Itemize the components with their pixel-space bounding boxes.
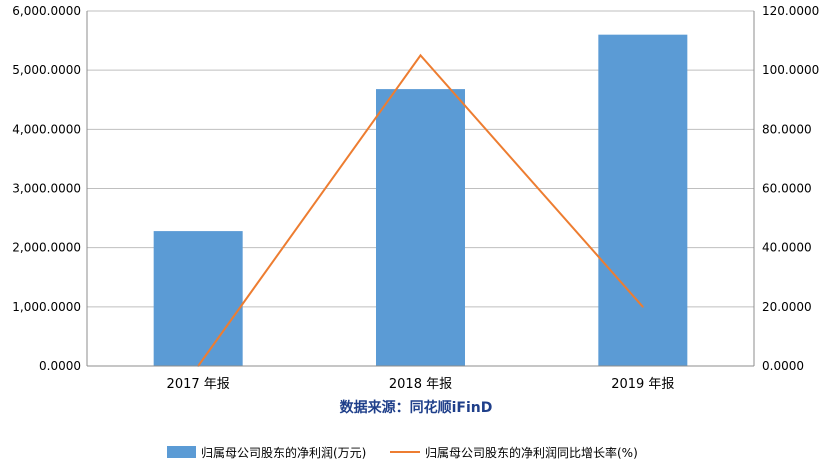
source-note: 数据来源：同花顺iFinD — [340, 399, 493, 416]
legend-line-label: 归属母公司股东的净利润同比增长率(%) — [425, 445, 638, 460]
right-tick-label: 0.0000 — [762, 359, 804, 373]
category-label: 2019 年报 — [611, 377, 674, 392]
bar — [598, 34, 688, 367]
line-point — [642, 306, 644, 308]
right-tick-label: 60.0000 — [762, 182, 812, 196]
left-tick-label: 2,000.0000 — [12, 241, 81, 255]
line-point — [419, 54, 422, 57]
bar — [153, 231, 243, 366]
left-axis-ticks: 0.0000 1,000.0000 2,000.0000 3,000.0000 4,00… — [12, 4, 81, 373]
right-axis-ticks: 0.0000 20.0000 40.0000 60.0000 80.0000 100.00… — [762, 4, 819, 373]
right-tick-label: 20.0000 — [762, 300, 812, 314]
left-tick-label: 0.0000 — [39, 359, 81, 373]
legend: 归属母公司股东的净利润(万元) 归属母公司股东的净利润同比增长率(%) — [167, 445, 638, 460]
right-tick-label: 80.0000 — [762, 122, 812, 136]
axes — [86, 11, 755, 367]
bar — [376, 89, 465, 366]
left-tick-label: 5,000.0000 — [12, 63, 81, 77]
right-tick-label: 120.0000 — [762, 4, 819, 18]
left-tick-label: 4,000.0000 — [12, 122, 81, 136]
left-tick-label: 6,000.0000 — [12, 4, 81, 18]
left-tick-label: 1,000.0000 — [12, 300, 81, 314]
right-tick-label: 40.0000 — [762, 241, 812, 255]
category-labels: 2017 年报 2018 年报 2019 年报 — [167, 377, 675, 392]
legend-bar-swatch — [167, 446, 196, 458]
legend-bar-label: 归属母公司股东的净利润(万元) — [201, 445, 366, 460]
category-label: 2018 年报 — [389, 377, 452, 392]
left-tick-label: 3,000.0000 — [12, 182, 81, 196]
category-label: 2017 年报 — [167, 377, 230, 392]
right-tick-label: 100.0000 — [762, 63, 819, 77]
bar-series — [153, 34, 688, 367]
